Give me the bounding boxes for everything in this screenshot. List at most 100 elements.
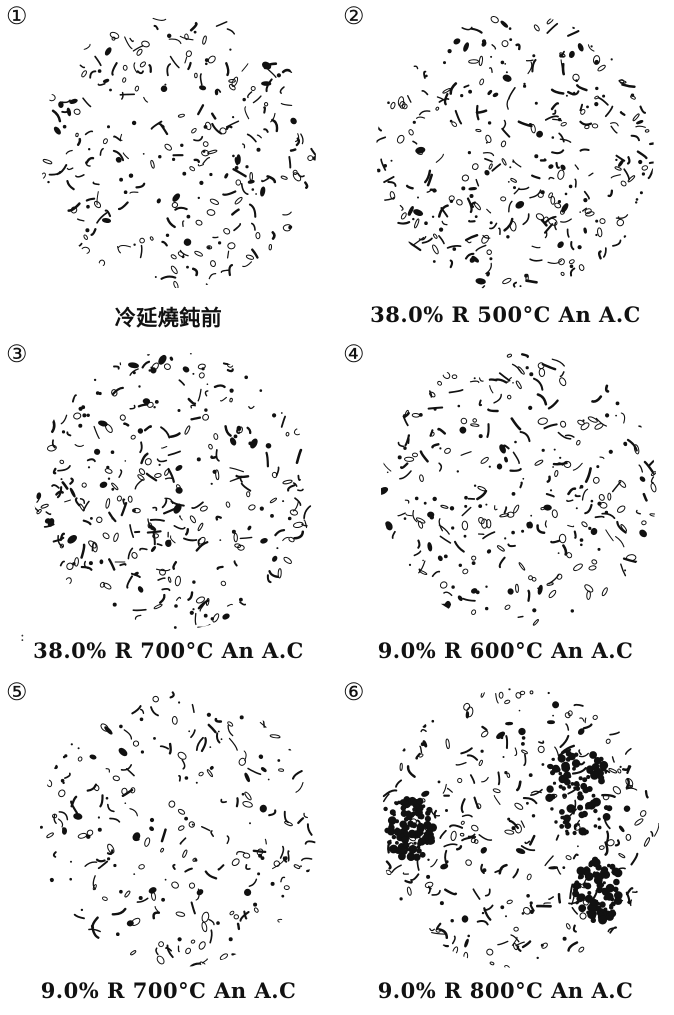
grain [623,168,631,181]
grain [566,228,570,238]
grain [439,581,448,589]
grain [635,201,638,204]
grain [184,867,193,873]
grain [500,140,507,148]
grain [213,433,219,440]
grain [551,149,565,155]
grain [503,506,508,514]
grain [246,133,257,143]
grain [563,460,572,468]
grain [160,275,177,280]
grain [226,603,233,607]
grain [415,116,426,119]
grain [480,749,484,753]
grain [566,552,573,559]
grain [105,796,109,800]
grain [86,458,96,463]
grain [619,765,622,768]
grain [206,209,216,216]
grain [190,416,202,421]
grain [478,434,483,439]
grain [497,771,501,786]
grain [118,747,128,757]
grain [240,183,249,195]
grain [518,186,530,191]
grain [445,809,448,812]
grain [529,690,534,695]
grain [283,885,290,891]
grain [245,165,249,169]
grain [559,456,562,459]
grain [168,38,182,45]
grain [526,894,530,898]
grain [190,939,196,944]
grain [506,394,512,400]
grain [460,417,468,425]
grain [86,204,90,209]
grain [480,847,487,854]
grain [521,912,525,915]
dark-patch [554,820,558,824]
grain [467,151,471,155]
grain [281,68,293,74]
grain [495,693,499,704]
grain [168,742,172,755]
grain [638,159,643,165]
grain [550,88,565,95]
grain [489,222,498,230]
grain [138,864,145,870]
grain [137,586,144,593]
grain [101,896,108,901]
grain [478,834,493,841]
dark-patch [410,797,415,802]
grain [546,475,551,483]
grain [525,59,534,62]
grain [145,472,158,482]
grain [91,916,99,929]
grain [215,449,220,462]
grain [171,716,178,725]
grain [579,148,590,152]
grain [446,245,462,249]
panel-number-4: ④ [343,340,365,368]
grain [83,234,88,240]
grain [129,37,134,43]
dark-patch [586,910,590,915]
grain [514,440,517,444]
grain [513,504,520,514]
grain [220,798,227,804]
dark-patch [571,759,581,768]
grain [147,522,153,529]
grain [617,505,626,513]
grain [198,941,206,950]
grain [572,73,580,82]
grain [130,950,137,956]
micrograph-svg-2 [376,15,654,292]
grain [172,193,181,202]
grain [516,945,522,952]
grain [615,158,618,162]
grain [167,450,181,457]
grain [143,96,149,103]
grain [158,593,166,604]
grain [52,851,57,858]
grain [383,806,388,812]
grain [142,153,145,155]
grain [83,560,89,569]
dark-patch [593,824,598,828]
grain [234,196,243,205]
grain [533,24,540,32]
grain [74,444,84,448]
grain [641,520,647,526]
grain [544,520,547,528]
dark-patch [584,894,594,903]
grain [608,768,618,774]
grain [534,154,539,159]
grain [493,794,501,805]
grain [485,134,492,144]
grain [643,460,654,474]
grain [142,398,151,405]
grain [440,863,449,870]
grain [104,468,113,474]
grain [456,199,463,206]
